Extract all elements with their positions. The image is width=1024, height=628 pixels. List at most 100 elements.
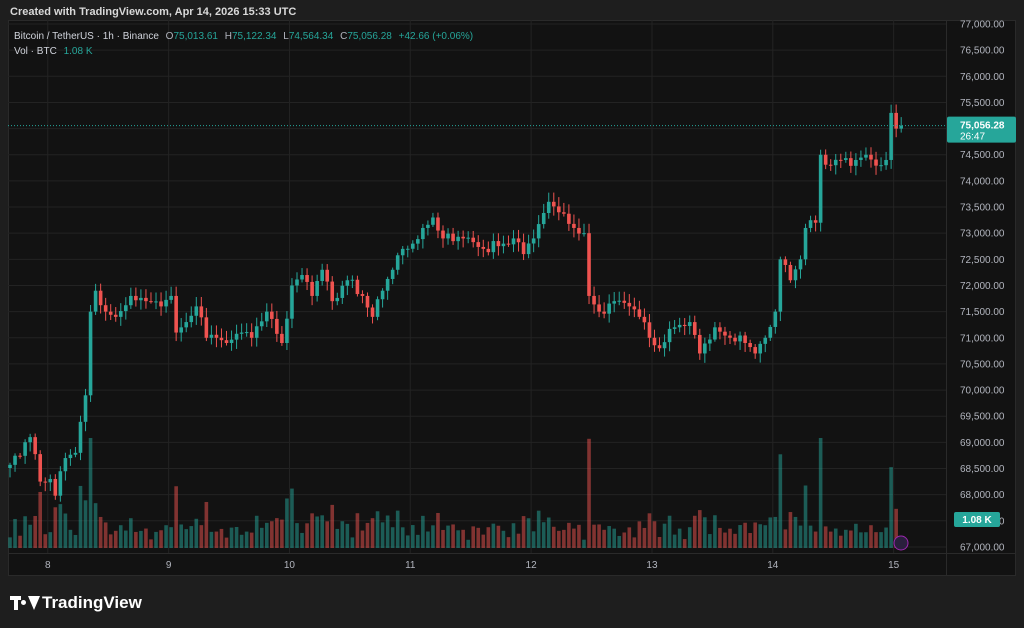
price-axis[interactable]: 77,000.00 76,500.00 76,000.00 75,500.00 75,0… [960,20,1005,553]
volume-bar [370,518,375,548]
volume-bar [174,486,178,548]
candlestick-chart[interactable]: 77,000.00 76,500.00 76,000.00 75,500.00 75,0… [8,20,1016,576]
volume-tag [954,512,1000,527]
volume-bar [295,523,299,548]
volume-bar [320,515,324,548]
volume-bar [234,527,239,548]
candle-body [546,201,551,214]
volume-bar [441,529,445,548]
volume-bar [229,527,234,548]
candle-body [743,335,747,344]
volume-bar [395,510,400,548]
candle-body [738,335,742,342]
candle-body [562,212,566,214]
volume-bar [783,529,788,548]
y-tick-label: 74,000.00 [960,176,1005,187]
volume-bar [270,521,274,548]
candle-body [602,311,606,314]
volume-bar [697,510,702,548]
volume-bar [330,504,335,548]
volume-bar [703,517,707,548]
volume-bar [803,485,808,548]
x-tick-label: 10 [284,560,296,571]
candle-body [526,243,531,255]
symbol-title[interactable]: Bitcoin / TetherUS · 1h · Binance [14,31,159,42]
volume-bar [43,534,48,548]
candle-body [567,213,571,224]
volume-bar [562,529,566,548]
volume-bar [813,531,818,548]
candle-body [290,285,294,319]
candle-body [63,458,68,472]
volume-bar [164,525,168,548]
candle-body [400,248,405,256]
y-tick-label: 76,500.00 [960,46,1005,57]
candle-body [214,334,219,338]
volume-tag-label: 1.08 K [962,515,992,526]
candle-body [58,471,63,496]
candle-body [708,339,712,344]
candle-body [682,324,687,327]
candle-body [199,306,204,318]
y-tick-label: 71,500.00 [960,307,1005,318]
candle-body [164,299,168,307]
volume-bar [516,533,521,548]
x-tick-label: 14 [767,560,779,571]
y-tick-label: 69,000.00 [960,438,1005,449]
candle-body [768,326,773,338]
candle-body [823,154,828,165]
candle-body [466,237,470,239]
volume-bar [8,537,12,548]
volume-bar [557,530,561,548]
volume-bar [88,438,93,548]
volume-bar [481,534,486,548]
volume-bar [652,521,657,548]
candle-body [773,311,778,327]
volume-bar [551,526,556,548]
candle-body [687,322,692,327]
volume-title[interactable]: Vol · BTC [14,46,57,57]
y-tick-label: 73,500.00 [960,203,1005,214]
candle-body [350,279,355,281]
tradingview-logo[interactable]: TradingView [10,592,142,614]
volume-bar [259,527,264,548]
volume-bar [879,532,883,548]
volume-value: 1.08 K [63,46,93,57]
volume-bar [849,530,853,548]
candle-body [239,332,244,334]
volume-bar [461,529,465,548]
volume-bar [340,521,345,548]
candle-body [828,164,833,166]
candle-body [305,275,309,282]
volume-bar [254,515,259,548]
candle-body [295,279,299,286]
candle-body [733,337,737,342]
candle-body [224,340,229,344]
candle-body [194,306,199,316]
candle-body [582,233,586,235]
time-axis[interactable]: 8 9 10 11 12 13 14 15 [45,560,900,571]
candle-body [541,213,546,225]
volume-bar [285,498,289,548]
volume-bar [577,524,581,548]
last-price-label: 75,056.28 [960,121,1005,132]
volume-bar [411,525,415,548]
volume-bar [612,528,616,548]
volume-bars [8,438,903,548]
y-tick-label: 77,000.00 [960,20,1005,31]
y-tick-label: 74,500.00 [960,150,1005,161]
event-marker-icon [893,535,909,551]
volume-bar [753,522,757,548]
candle-body [118,311,123,317]
volume-bar [637,521,642,548]
volume-bar [511,523,516,548]
y-tick-label: 75,500.00 [960,98,1005,109]
candle-body [803,227,808,260]
candle-body [612,301,616,304]
volume-bar [501,530,506,548]
volume-bar [864,532,868,548]
volume-bar [78,485,83,548]
y-tick-label: 68,500.00 [960,464,1005,475]
volume-bar [476,527,481,548]
candle-body [395,255,400,270]
